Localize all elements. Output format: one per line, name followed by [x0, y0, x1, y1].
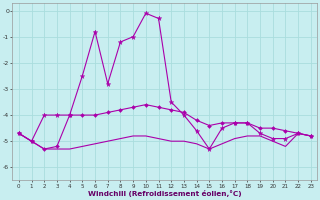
X-axis label: Windchill (Refroidissement éolien,°C): Windchill (Refroidissement éolien,°C)	[88, 190, 242, 197]
